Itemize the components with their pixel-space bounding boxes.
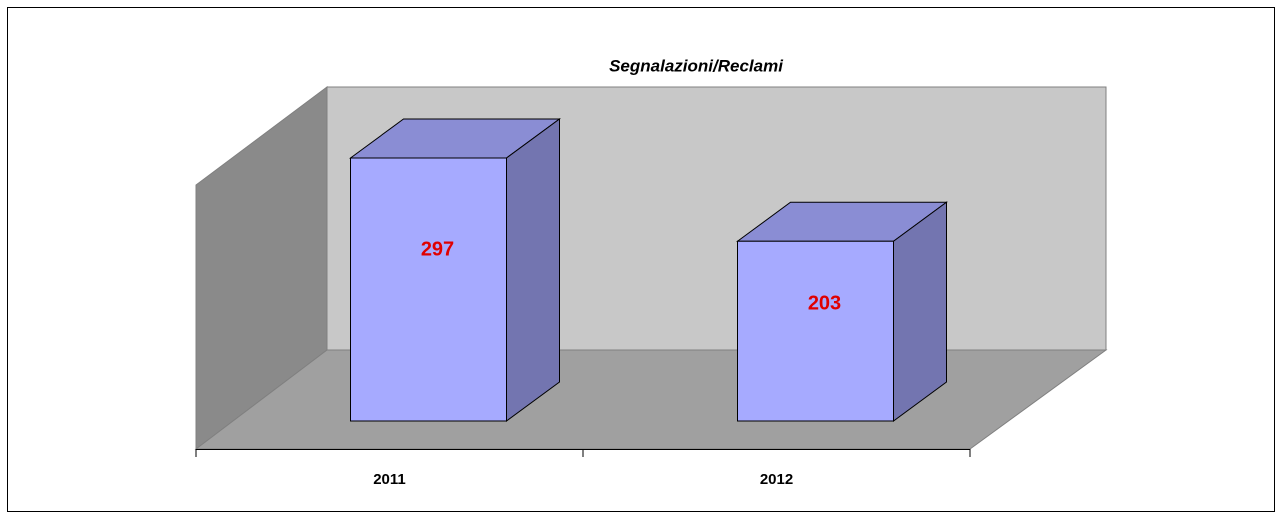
bar-front [737,240,894,422]
bar-front [350,157,507,422]
bar-side [893,201,947,422]
x-tick-label: 2012 [760,471,793,488]
value-label: 203 [808,292,841,314]
x-tick-label: 2011 [373,471,406,488]
chart-title: Segnalazioni/Reclami [609,56,784,75]
bar [735,201,949,422]
bar [348,118,562,422]
bar-side [506,118,560,422]
floor [194,349,1108,450]
value-label: 297 [421,238,454,260]
